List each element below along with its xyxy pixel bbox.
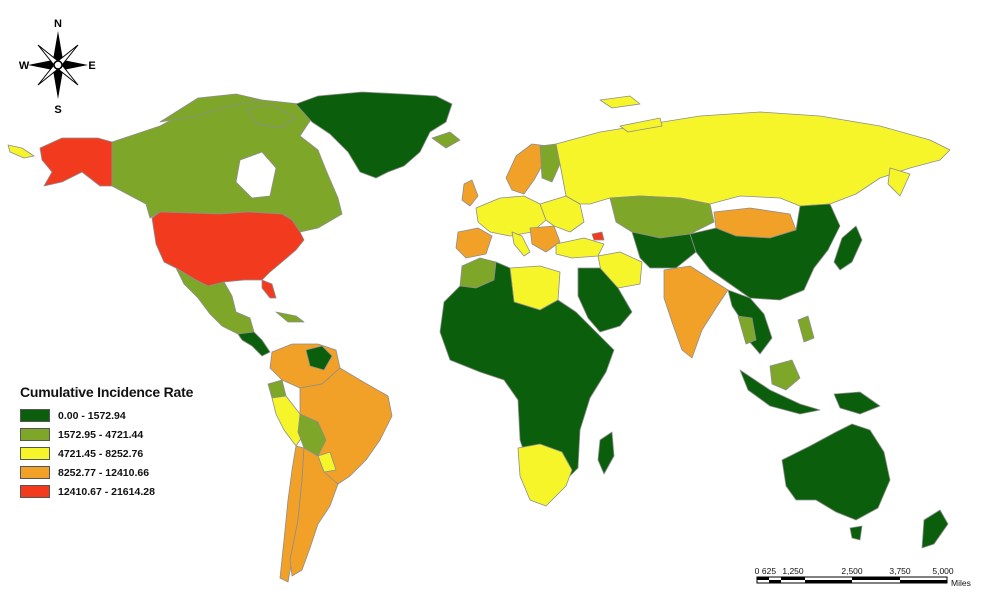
scale-seg-4 (805, 580, 852, 583)
region-southern-africa (517, 443, 573, 507)
legend-row-1: 1572.95 - 4721.44 (20, 425, 230, 444)
compass-label-n: N (54, 18, 62, 30)
region-peru (271, 395, 305, 447)
region-caribbean (275, 311, 305, 323)
region-usa (151, 211, 305, 287)
region-mexico (175, 267, 255, 335)
scale-tick-0: 0 (755, 566, 760, 576)
region-alaska (39, 137, 113, 187)
legend: Cumulative Incidence Rate 0.00 - 1572.94… (20, 384, 230, 501)
legend-label-2: 4721.45 - 8252.76 (58, 447, 144, 460)
region-new-zealand (921, 509, 949, 549)
scale-tick-4: 3,750 (889, 566, 911, 576)
legend-swatch-4 (20, 485, 50, 498)
scale-seg-3 (781, 577, 805, 580)
region-arctic-islands-2 (245, 103, 297, 129)
scale-seg-2 (769, 580, 781, 583)
region-canada-hudson-bay-water (235, 151, 277, 199)
region-kamchatka (887, 167, 911, 197)
region-guyana (305, 345, 333, 371)
legend-swatch-1 (20, 428, 50, 441)
region-russia-islands (619, 117, 663, 133)
legend-row-4: 12410.67 - 21614.28 (20, 482, 230, 501)
legend-label-3: 8252.77 - 12410.66 (58, 466, 150, 479)
legend-row-2: 4721.45 - 8252.76 (20, 444, 230, 463)
region-florida (261, 279, 277, 299)
region-aleutian (7, 144, 35, 159)
region-australia (781, 423, 891, 521)
compass-center (53, 60, 63, 70)
scale-tick-5: 5,000 (932, 566, 954, 576)
compass-arm-north (53, 31, 63, 60)
region-arctic-islands (159, 93, 263, 123)
region-arabia (577, 267, 633, 333)
scale-seg-5 (852, 577, 900, 580)
region-tasmania (849, 525, 863, 541)
region-balkans (529, 225, 561, 253)
compass-arm-west (28, 60, 53, 70)
region-madagascar (597, 431, 615, 475)
region-central-america (237, 331, 271, 357)
scale-tick-2: 1,250 (782, 566, 804, 576)
region-argentina (289, 447, 339, 577)
region-philippines (797, 315, 815, 343)
region-russia (555, 111, 951, 207)
region-china (689, 203, 841, 301)
scale-unit: Miles (951, 578, 971, 588)
region-borneo (769, 359, 801, 391)
region-central-asia (631, 231, 697, 269)
region-turkey (555, 237, 605, 259)
region-iberia (455, 227, 493, 259)
region-novaya-zemlya (599, 95, 641, 109)
region-korea-japan (833, 225, 863, 271)
compass-arm-south (53, 70, 63, 99)
compass-label-s: S (54, 104, 61, 116)
scale-tick-3: 2,500 (841, 566, 863, 576)
legend-label-4: 12410.67 - 21614.28 (58, 485, 155, 498)
region-finland (539, 143, 561, 183)
region-greenland (295, 91, 453, 179)
region-iceland (431, 131, 461, 149)
compass-label-w: W (19, 60, 30, 72)
legend-row-3: 8252.77 - 12410.66 (20, 463, 230, 482)
legend-swatch-2 (20, 447, 50, 460)
compass-label-e: E (88, 60, 95, 72)
region-new-guinea (833, 391, 881, 415)
legend-swatch-0 (20, 409, 50, 422)
region-kazakhstan (609, 195, 715, 239)
region-italy (511, 231, 531, 257)
compass-rose: N S E W (19, 18, 96, 116)
region-canada (111, 99, 343, 233)
region-western-europe (475, 195, 547, 237)
legend-label-1: 1572.95 - 4721.44 (58, 428, 144, 441)
region-africa (439, 261, 615, 489)
region-ecuador (267, 379, 287, 399)
region-indonesia (739, 369, 821, 415)
region-india (663, 265, 729, 359)
legend-label-0: 0.00 - 1572.94 (58, 409, 126, 422)
legend-row-0: 0.00 - 1572.94 (20, 406, 230, 425)
scale-seg-1 (757, 577, 769, 580)
legend-title: Cumulative Incidence Rate (20, 384, 194, 400)
region-georgia (591, 231, 605, 241)
scale-seg-6 (900, 580, 947, 583)
region-thailand (737, 315, 757, 345)
legend-swatch-3 (20, 466, 50, 479)
scale-bar: 0 625 1,250 2,500 3,750 5,000 Miles (755, 566, 971, 588)
region-uk (461, 179, 479, 207)
compass-arm-east (63, 60, 88, 70)
scale-tick-1: 625 (762, 566, 776, 576)
map-land (7, 91, 951, 583)
